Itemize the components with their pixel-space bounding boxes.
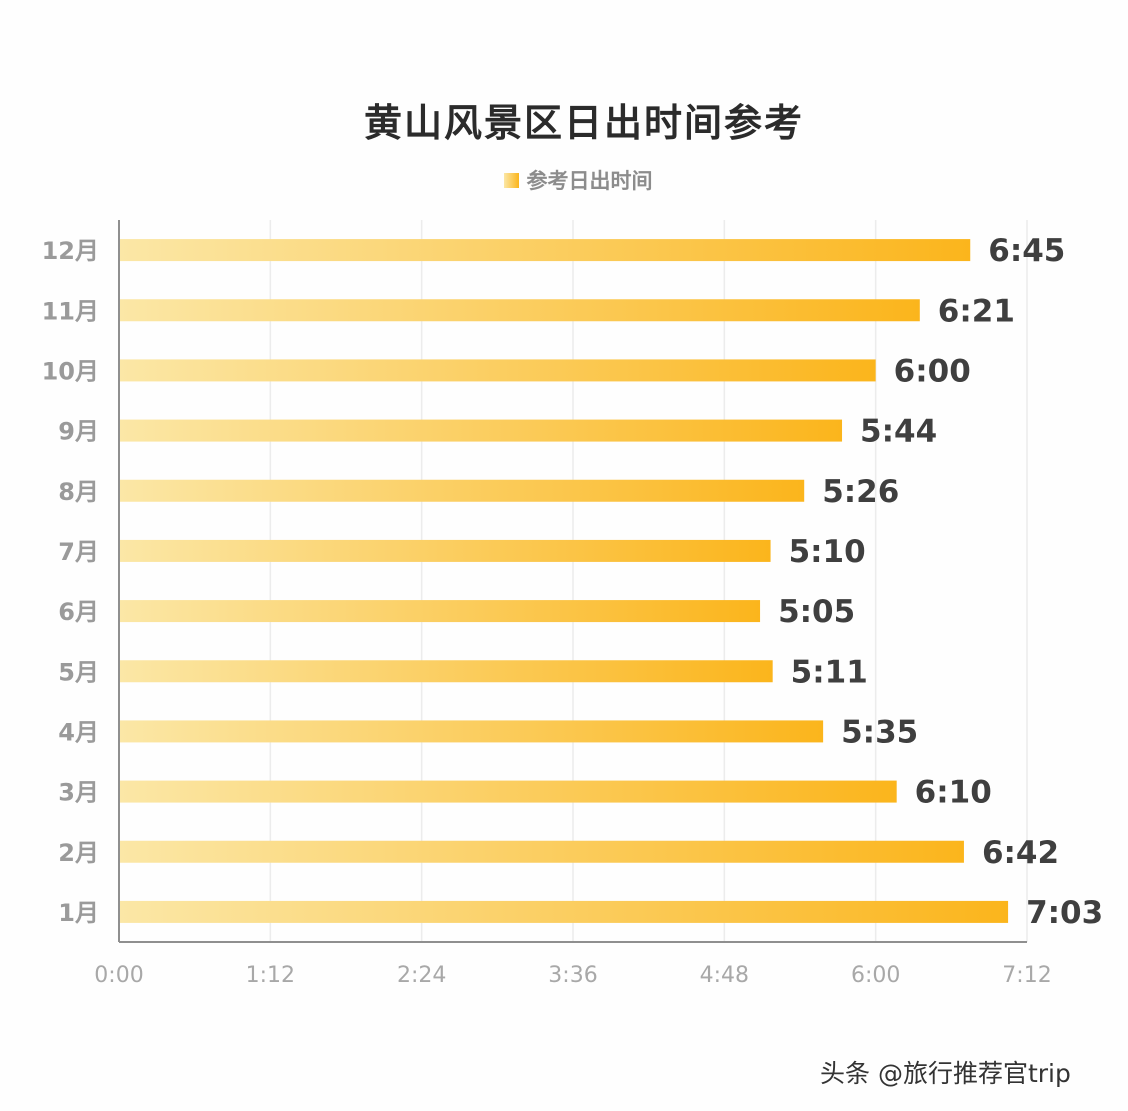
x-tick-label: 3:36: [548, 963, 597, 988]
data-label: 6:42: [982, 835, 1059, 871]
legend-label: 参考日出时间: [526, 169, 653, 193]
bar: [120, 299, 920, 322]
bar: [120, 780, 897, 803]
category-label: 9月: [58, 418, 99, 446]
bar: [120, 900, 1009, 923]
watermark: 头条 @旅行推荐官trip: [820, 1059, 1071, 1088]
category-label: 12月: [42, 237, 99, 265]
x-tick-label: 4:48: [700, 963, 749, 988]
data-label: 6:00: [894, 353, 971, 389]
legend: 参考日出时间: [0, 165, 1128, 195]
data-label: 5:35: [841, 714, 918, 750]
category-label: 10月: [42, 357, 99, 385]
x-tick-label: 7:12: [1002, 963, 1051, 988]
data-label: 6:45: [988, 233, 1065, 269]
bar: [120, 539, 771, 562]
category-label: 5月: [58, 658, 99, 686]
data-label: 5:10: [789, 534, 866, 570]
category-label: 6月: [58, 598, 99, 626]
category-label: 11月: [42, 297, 99, 325]
category-label: 4月: [58, 718, 99, 746]
bar: [120, 720, 824, 743]
x-tick-label: 0:00: [94, 963, 143, 988]
category-label: 3月: [58, 779, 99, 807]
category-label: 2月: [58, 839, 99, 867]
data-label: 5:11: [791, 654, 868, 690]
x-tick-label: 6:00: [851, 963, 900, 988]
data-label: 5:05: [778, 594, 855, 630]
data-label: 5:44: [860, 414, 937, 450]
data-label: 7:03: [1026, 895, 1103, 931]
x-tick-label: 1:12: [246, 963, 295, 988]
category-label: 1月: [58, 899, 99, 927]
category-label: 7月: [58, 538, 99, 566]
bar: [120, 600, 761, 623]
bar: [120, 239, 971, 262]
bar: [120, 419, 843, 442]
data-label: 6:10: [915, 775, 992, 811]
data-label: 6:21: [938, 293, 1015, 329]
bar: [120, 359, 876, 382]
legend-swatch: [503, 172, 519, 188]
category-label: 8月: [58, 478, 99, 506]
data-label: 5:26: [822, 474, 899, 510]
bar: [120, 660, 773, 683]
bar: [120, 479, 805, 502]
bar: [120, 840, 964, 863]
x-tick-label: 2:24: [397, 963, 446, 988]
chart-title: 黄山风景区日出时间参考: [363, 101, 804, 145]
